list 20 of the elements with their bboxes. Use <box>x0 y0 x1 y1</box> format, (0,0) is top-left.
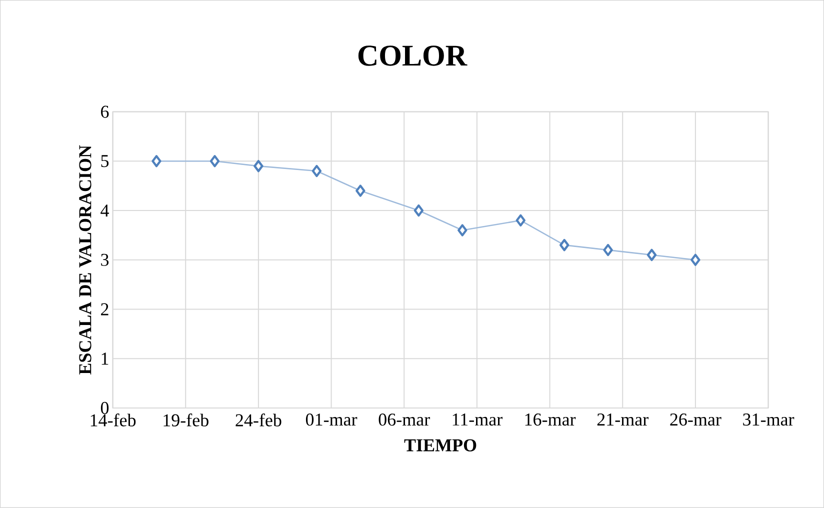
y-tick-label: 4 <box>100 204 109 217</box>
x-tick-label: 21-mar <box>597 414 648 426</box>
x-tick-label: 16-mar <box>525 414 576 426</box>
y-tick-label: 5 <box>101 155 109 168</box>
x-tick-label: 24-feb <box>236 414 282 426</box>
y-tick-label: 2 <box>101 303 108 316</box>
y-tick-label: 6 <box>101 106 109 118</box>
y-axis-title: ESCALA DE VALORACION <box>79 145 92 375</box>
x-tick-label: 19-feb <box>164 414 208 426</box>
x-tick-label: 06-mar <box>378 414 430 426</box>
x-tick-label: 01-mar <box>306 414 358 426</box>
x-tick-label: 26-mar <box>670 414 722 426</box>
x-tick-label: 11-mar <box>452 414 502 426</box>
x-tick-label: 31-mar <box>743 414 794 426</box>
x-tick-label: 14-feb <box>90 414 136 426</box>
x-axis-title: TIEMPO <box>404 439 476 452</box>
y-tick-label: 1 <box>102 352 108 365</box>
y-tick-label: 3 <box>101 254 109 266</box>
y-tick-label: 0 <box>100 402 109 414</box>
chart-title: COLOR <box>358 46 468 66</box>
